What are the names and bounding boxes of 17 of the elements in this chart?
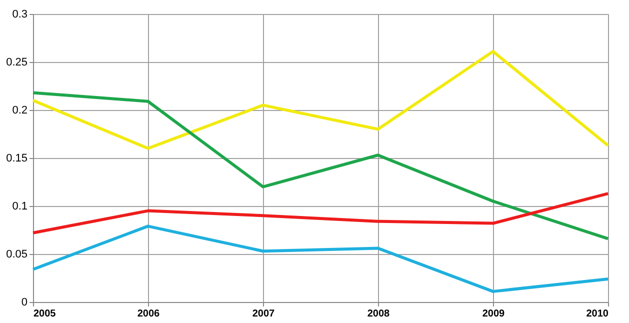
line-series bbox=[32, 50, 610, 150]
y-tick-label: 0.3 bbox=[12, 8, 28, 20]
x-tick-label: 2009 bbox=[482, 308, 506, 320]
x-tick-label: 2008 bbox=[367, 308, 390, 320]
line-series bbox=[32, 192, 610, 234]
line-series bbox=[32, 91, 610, 240]
y-tick-label: 0.25 bbox=[6, 56, 28, 68]
x-tick-label: 2010 bbox=[586, 308, 609, 320]
y-tick-label: 0 bbox=[21, 296, 28, 308]
x-tick-label: 2007 bbox=[252, 308, 276, 320]
x-tick-label: 2006 bbox=[137, 308, 160, 320]
y-tick-label: 0.2 bbox=[12, 104, 28, 116]
y-tick-label: 0.15 bbox=[6, 152, 28, 164]
line-series bbox=[32, 224, 610, 293]
x-tick-label: 2005 bbox=[34, 308, 56, 320]
y-tick-label: 0.1 bbox=[12, 200, 28, 212]
y-tick-label: 0.05 bbox=[6, 248, 28, 260]
